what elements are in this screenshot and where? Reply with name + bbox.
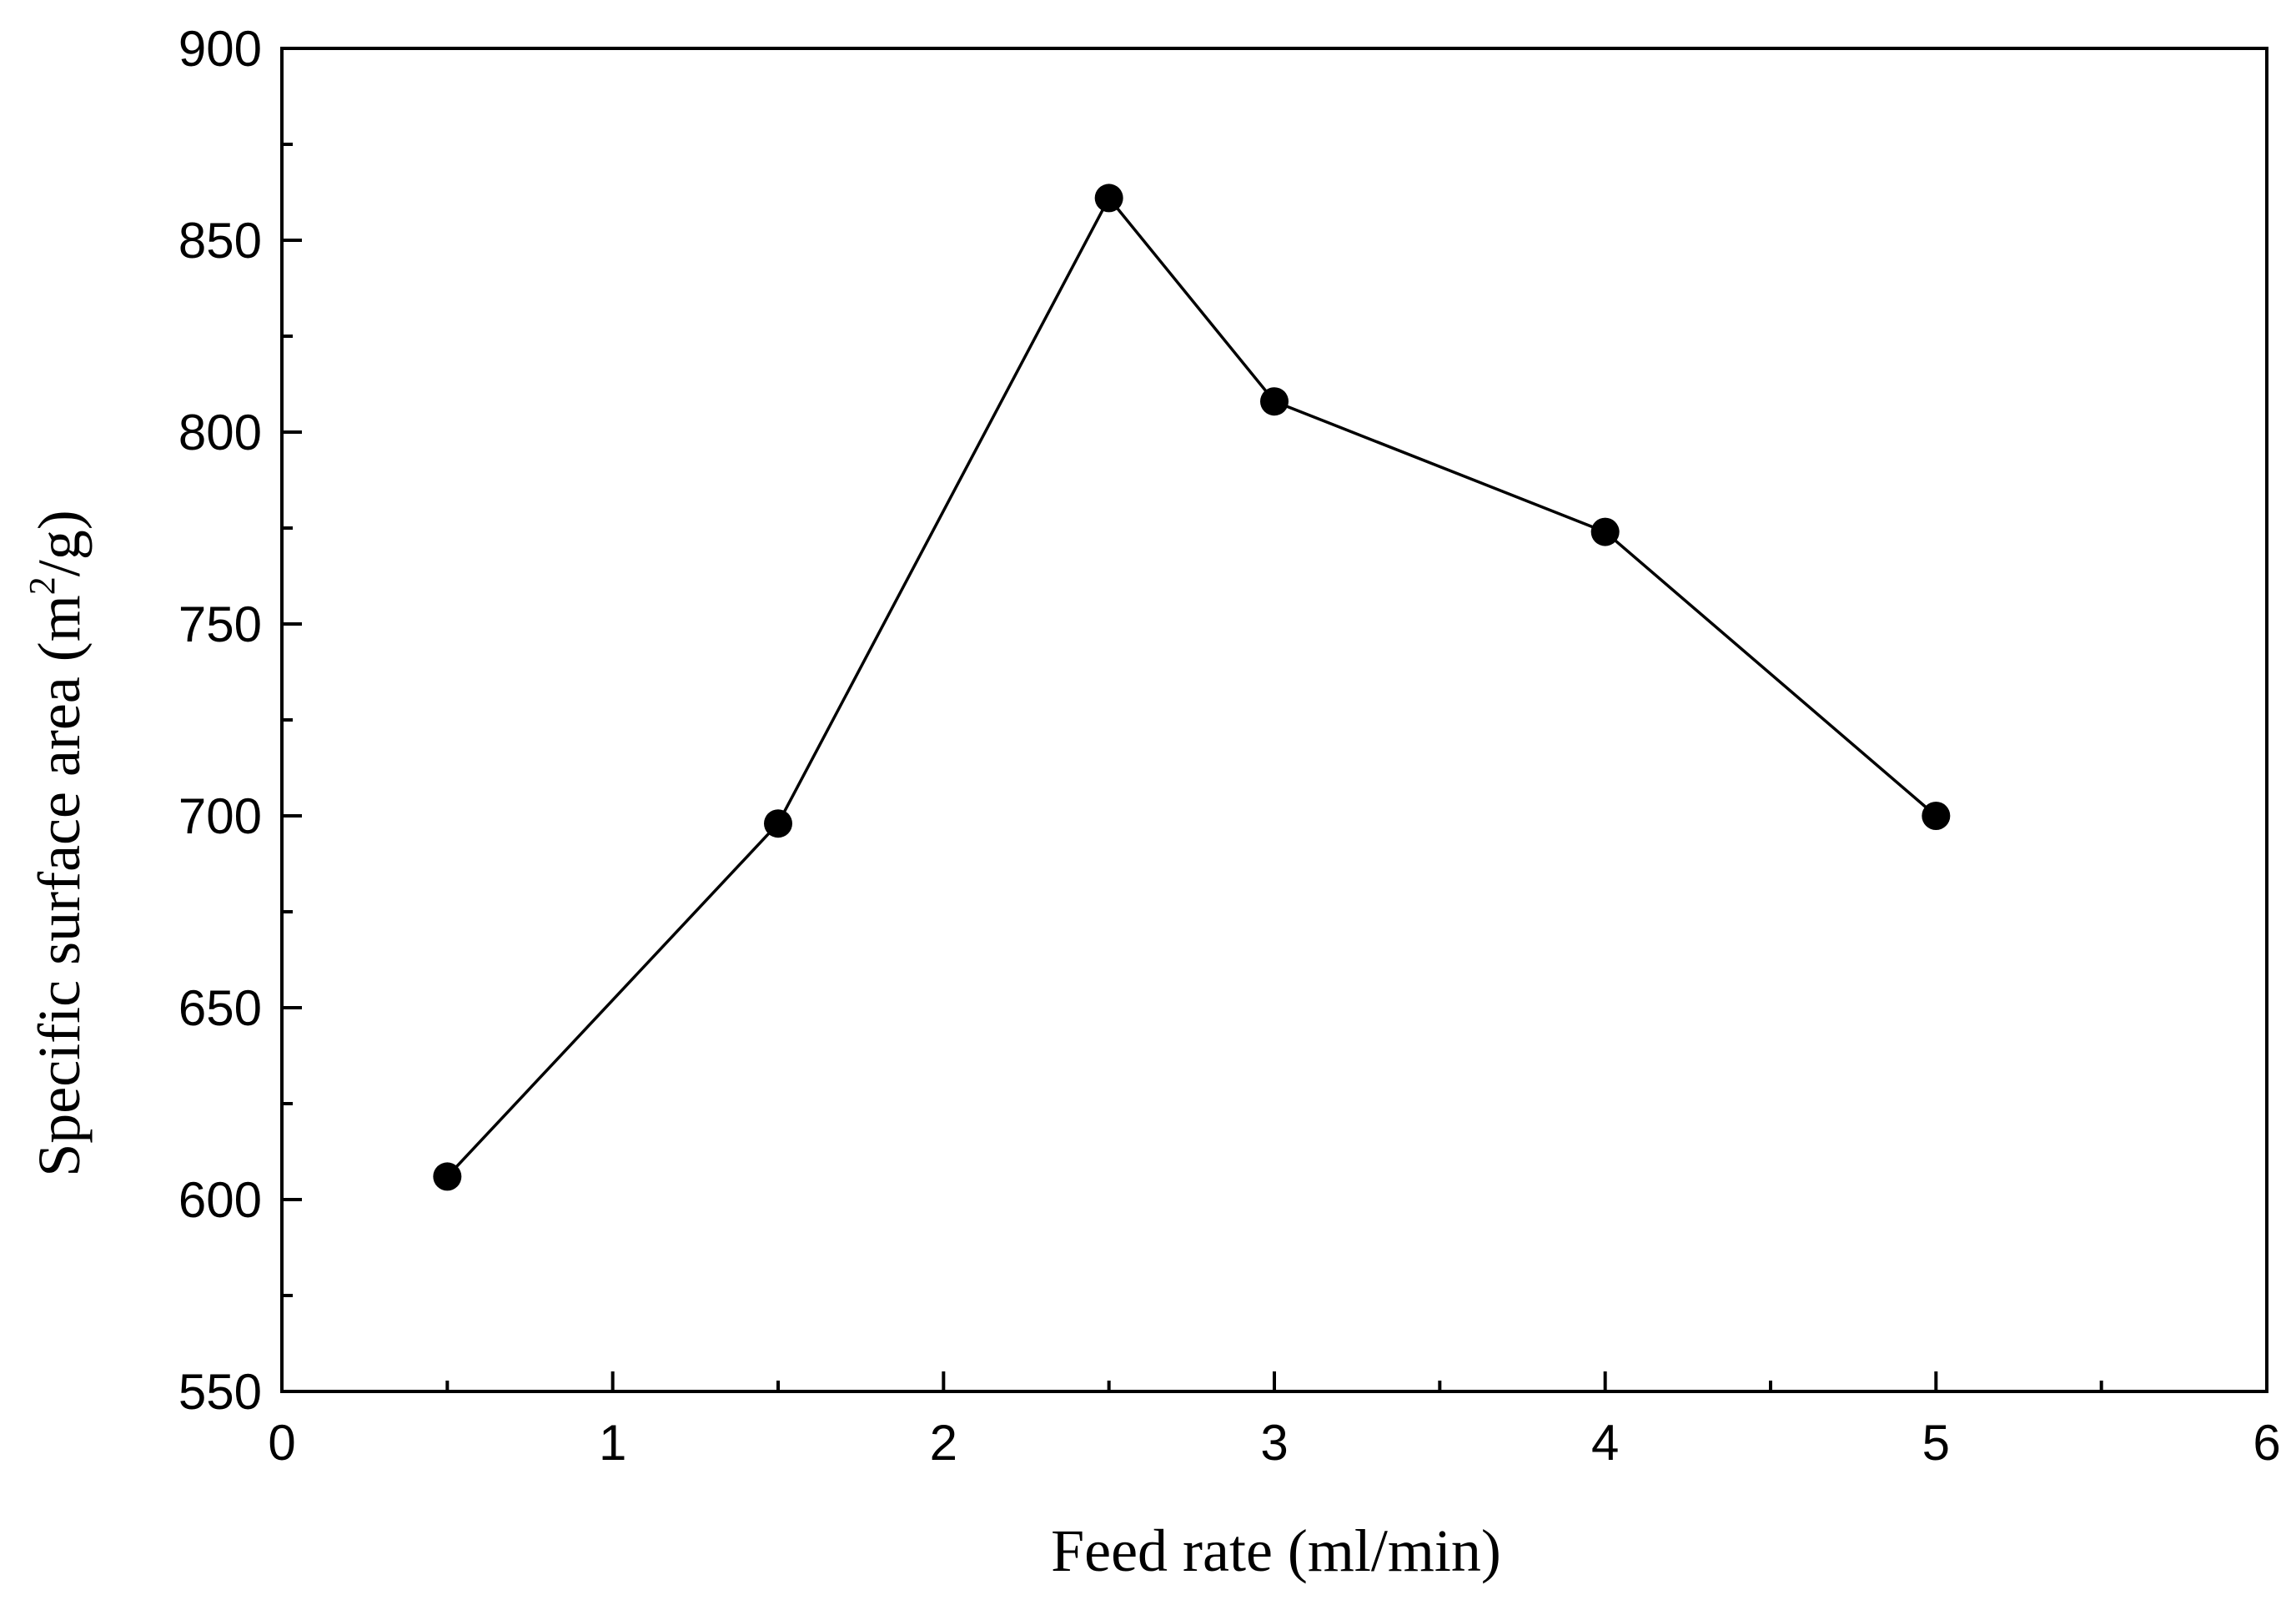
x-tick-label: 1: [599, 1415, 626, 1471]
x-axis-title: Feed rate (ml/min): [1051, 1517, 1501, 1584]
y-tick-label: 900: [178, 21, 262, 77]
x-tick-label: 6: [2253, 1415, 2280, 1471]
data-point: [1590, 517, 1620, 546]
y-tick-label: 700: [178, 788, 262, 844]
y-tick-label: 750: [178, 596, 262, 652]
data-point: [433, 1162, 462, 1191]
chart-plot-layer: 550 600 650 700 750 800 850 900 0 1 2 3 4 5 6: [178, 21, 2281, 1471]
y-axis-title-superscript: 2: [22, 576, 63, 595]
y-tick-label: 800: [178, 405, 262, 460]
y-axis-title-prefix: Specific surface area (m: [26, 595, 93, 1177]
data-point: [1922, 802, 1951, 830]
y-tick-label: 650: [178, 980, 262, 1036]
x-tick-label: 0: [268, 1415, 295, 1471]
x-tick-label: 3: [1260, 1415, 1288, 1471]
y-axis-title-text: Specific surface area (m2/g): [22, 510, 93, 1177]
x-tick-label: 2: [930, 1415, 957, 1471]
y-axis-title-suffix: /g): [26, 510, 93, 576]
data-point: [764, 809, 792, 838]
y-tick-label: 850: [178, 213, 262, 269]
series-line: [446, 196, 1937, 1178]
data-point: [1260, 387, 1289, 416]
plot-frame: [280, 47, 2268, 1393]
y-tick-label: 600: [178, 1172, 262, 1228]
y-axis-title: Specific surface area (m2/g): [22, 510, 93, 1177]
data-point: [1094, 184, 1123, 213]
x-tick-label: 5: [1922, 1415, 1950, 1471]
x-tick-label: 4: [1591, 1415, 1619, 1471]
y-tick-label: 550: [178, 1364, 262, 1420]
